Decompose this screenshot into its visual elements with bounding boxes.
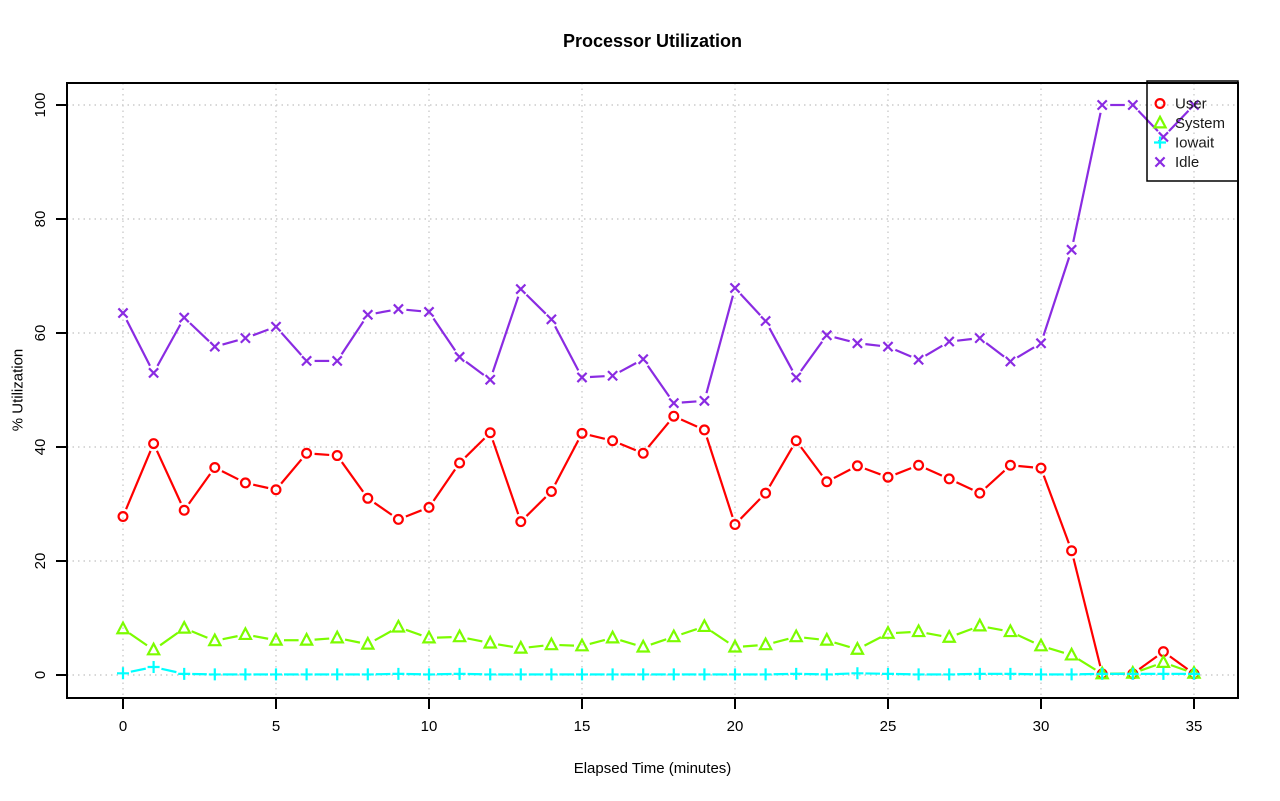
x-axis-title: Elapsed Time (minutes) bbox=[573, 760, 732, 777]
x-tick-label: 15 bbox=[574, 718, 591, 735]
series-user bbox=[117, 410, 1200, 680]
legend-label-idle: Idle bbox=[1175, 154, 1199, 171]
legend-label-system: System bbox=[1175, 115, 1225, 132]
legend-marker-user bbox=[1154, 97, 1166, 109]
y-axis-title: % Utilization bbox=[9, 348, 27, 432]
y-tick-label: 20 bbox=[32, 553, 49, 570]
series-system bbox=[115, 617, 1202, 680]
legend-marker-system bbox=[1152, 114, 1168, 129]
grid bbox=[67, 83, 1238, 698]
y-tick-label: 0 bbox=[32, 671, 49, 679]
x-tick-label: 20 bbox=[727, 718, 744, 735]
x-tick-label: 5 bbox=[272, 718, 280, 735]
legend-label-user: User bbox=[1175, 96, 1207, 113]
x-tick-label: 25 bbox=[880, 718, 897, 735]
legend: User System Iowait Idle bbox=[1146, 80, 1239, 182]
x-axis: 0 5 10 15 20 25 30 35 bbox=[119, 698, 1203, 735]
chart-title: Processor Utilization bbox=[562, 31, 743, 51]
x-tick-label: 0 bbox=[119, 718, 127, 735]
legend-label-iowait: Iowait bbox=[1175, 135, 1215, 152]
x-tick-label: 30 bbox=[1033, 718, 1050, 735]
plot-border bbox=[66, 82, 1239, 699]
y-tick-label: 80 bbox=[32, 211, 49, 228]
legend-border bbox=[1146, 80, 1239, 182]
y-tick-label: 100 bbox=[32, 92, 49, 117]
series-iowait bbox=[117, 661, 1200, 681]
legend-marker-idle bbox=[1154, 156, 1166, 168]
x-tick-label: 35 bbox=[1186, 718, 1203, 735]
x-tick-label: 10 bbox=[421, 718, 438, 735]
y-axis: 0 20 40 60 80 100 bbox=[32, 92, 67, 679]
legend-marker-iowait bbox=[1154, 136, 1166, 149]
y-tick-label: 40 bbox=[32, 439, 49, 456]
series-idle bbox=[117, 99, 1200, 409]
y-tick-label: 60 bbox=[32, 325, 49, 342]
